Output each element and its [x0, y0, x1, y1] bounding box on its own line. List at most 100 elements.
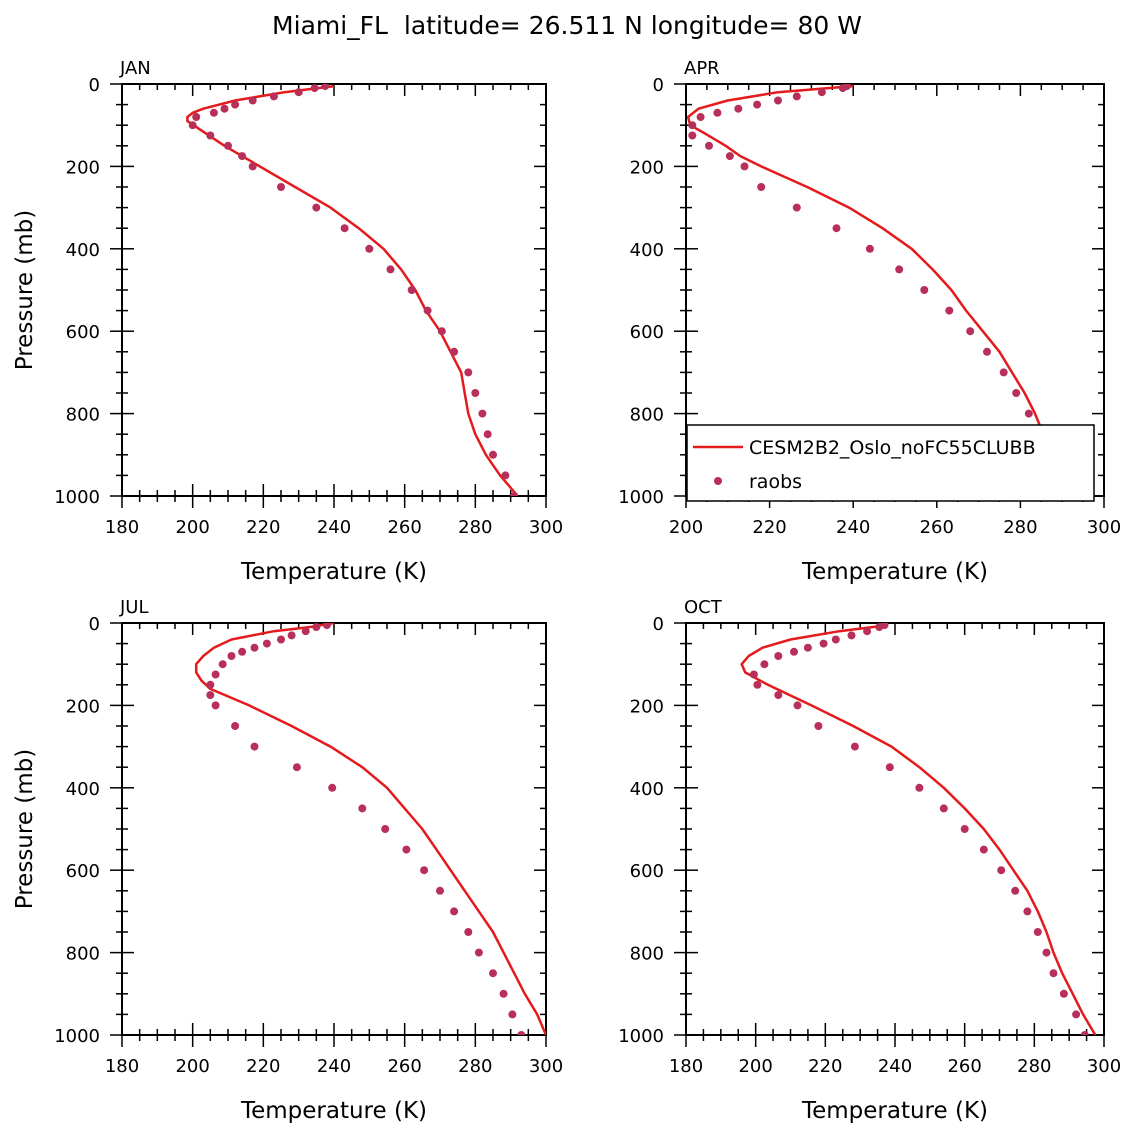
panel-oct-raobs-point [803, 643, 812, 652]
panel-jan-raobs-point [224, 141, 232, 150]
panel-jul-xtick-label: 180 [105, 1056, 139, 1077]
panel-apr-model-line [686, 84, 1087, 496]
panel-jan-raobs-point [312, 203, 321, 212]
panel-apr-title: APR [684, 58, 720, 79]
panel-jan-raobs-point [450, 347, 459, 356]
panel-oct-xtick-label: 220 [808, 1056, 842, 1077]
panel-jul-xtick-label: 260 [387, 1056, 421, 1077]
panel-apr-raobs-point [734, 104, 743, 113]
panel-apr-xtick-label: 260 [920, 517, 954, 538]
panel-jul-raobs-point [262, 639, 271, 648]
panel-oct-raobs-point [997, 866, 1006, 875]
panel-jul-plot-area [194, 623, 546, 1035]
panel-oct-ytick-label: 200 [630, 696, 664, 717]
panel-jan-raobs-point [340, 224, 349, 233]
panel-jan-raobs-point [231, 100, 240, 109]
panel-apr-ytick-label: 800 [630, 405, 664, 426]
panel-jul-xtick-label: 220 [246, 1056, 280, 1077]
panel-oct-xtick-label: 180 [669, 1056, 703, 1077]
panel-jul-raobs-point [292, 763, 301, 772]
panel-jul-raobs-point [381, 825, 390, 833]
panel-jan-raobs-point [238, 152, 247, 161]
panel-oct-raobs-point [819, 639, 828, 648]
panel-jan-raobs-point [437, 327, 446, 336]
panel-oct-raobs-point [939, 804, 948, 813]
panel-apr-raobs-point [838, 84, 847, 93]
legend-model-label: CESM2B2_Oslo_noFC55CLUBB [749, 437, 1036, 459]
panel-apr-raobs-point [753, 100, 762, 109]
panel-jul-ytick-label: 200 [66, 696, 100, 717]
panel-jan-ytick-label: 200 [66, 157, 100, 178]
panel-jul-raobs-point [499, 989, 508, 998]
panel-apr-raobs-point [688, 131, 697, 140]
panel-jul-raobs-point [508, 1010, 517, 1019]
panel-jan-xtick-label: 280 [458, 517, 492, 538]
panel-jul-model-line [194, 623, 546, 1035]
panel-apr: 200 220 240 260 280 300 0 200 400 600 800 1000 APR Te… [618, 58, 1121, 585]
panel-apr-xlabel: Temperature (K) [801, 559, 988, 585]
panel-jan-raobs-point [478, 409, 487, 418]
panel-jul-xtick-label: 300 [529, 1056, 563, 1077]
panel-jan-xtick-label: 240 [317, 517, 351, 538]
panel-jan-raobs-point [294, 88, 303, 97]
panel-apr-raobs-point [832, 224, 841, 233]
panel-apr-raobs-point [895, 265, 904, 274]
panel-jul-xtick-label: 280 [458, 1056, 492, 1077]
panel-jan-raobs-point [386, 265, 395, 274]
panel-jan-raobs-point [489, 450, 497, 459]
panel-jul-raobs-point [218, 660, 227, 669]
panel-jul-raobs-point [227, 652, 236, 660]
panel-jan-raobs-point [423, 306, 432, 315]
panel-apr-raobs-point [740, 162, 749, 171]
panel-jul-raobs-point [301, 627, 310, 636]
panel-jan-raobs-point [209, 108, 218, 117]
panel-oct-ytick-label: 1000 [618, 1026, 664, 1047]
panel-oct-xtick-label: 200 [738, 1056, 772, 1077]
legend-box [686, 424, 1095, 502]
panel-oct-raobs-point [875, 623, 884, 632]
panel-apr-ytick-label: 400 [630, 240, 664, 261]
panel-oct-raobs-point [774, 691, 783, 700]
panel-jul-xtick-label: 240 [317, 1056, 351, 1077]
panel-apr-raobs-point [705, 141, 713, 150]
panel-oct-raobs-point [793, 701, 802, 710]
panel-apr-raobs-point [966, 327, 975, 336]
panel-oct-frame [685, 622, 1105, 1036]
panel-jan-raobs-point [471, 389, 480, 397]
panel-jan-ytick-label: 0 [89, 75, 100, 96]
panel-oct-raobs-point [1042, 948, 1051, 957]
panel-oct-raobs-point [1023, 907, 1032, 916]
panel-oct-raobs-point [1072, 1010, 1081, 1019]
legend-obs-swatch [714, 477, 722, 485]
panel-jan-ytick-label: 1000 [54, 487, 100, 508]
panel-apr-raobs-point [865, 244, 874, 253]
panel-oct-raobs-point [1049, 969, 1058, 978]
panel-oct-plot-area [740, 623, 1097, 1035]
panel-jul: 180 200 220 240 260 280 300 0 200 400 600 800 1000 JU… [12, 597, 563, 1124]
panel-apr-xtick-label: 300 [1087, 517, 1121, 538]
panel-jul-xlabel: Temperature (K) [240, 1098, 427, 1124]
panel-jul-raobs-point [238, 647, 247, 656]
panel-jan-ytick-label: 600 [66, 322, 100, 343]
panel-jan-raobs-point [407, 286, 416, 294]
panel-jan-raobs-point [192, 113, 201, 121]
panel-apr-xtick-label: 200 [669, 517, 703, 538]
panel-jul-raobs-point [450, 907, 459, 916]
panel-apr-raobs-point [757, 183, 766, 191]
panel-oct-raobs-point [774, 652, 783, 660]
panel-jan-xtick-label: 200 [175, 517, 209, 538]
panel-apr-ytick-label: 600 [630, 322, 664, 343]
panels: 180 200 220 240 260 280 300 0 200 400 600 800 1000 JA… [12, 58, 1121, 1124]
panel-jan-raobs-point [365, 244, 374, 253]
panel-jul-raobs-point [312, 623, 321, 632]
panel-oct-raobs-point [915, 783, 924, 792]
panel-apr-raobs-point [920, 286, 929, 294]
panel-jul-raobs-point [322, 623, 331, 630]
panel-oct-title: OCT [684, 597, 723, 618]
panel-oct-ytick-label: 600 [630, 861, 664, 882]
figure-title: Miami_FL latitude= 26.511 N longitude= 8… [272, 11, 862, 40]
panel-jul-raobs-point [517, 1031, 526, 1035]
